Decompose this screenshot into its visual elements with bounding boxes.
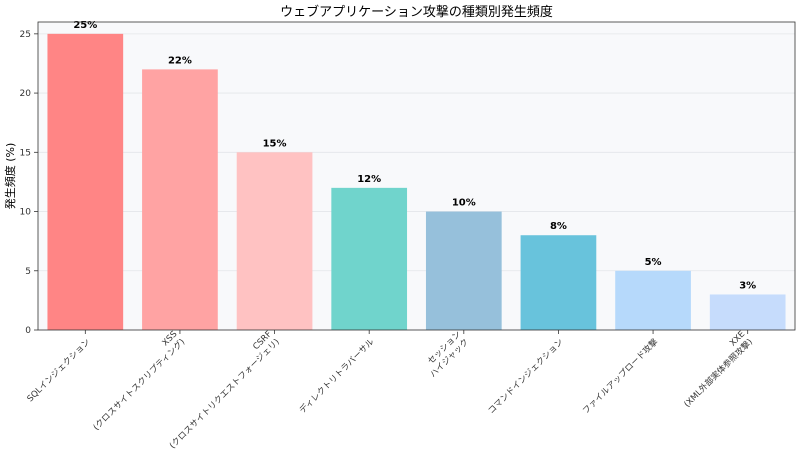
bar-value-label: 15% <box>263 138 287 149</box>
chart-title: ウェブアプリケーション攻撃の種類別発生頻度 <box>280 4 553 20</box>
y-tick-label: 25 <box>20 30 31 40</box>
bar <box>709 294 786 330</box>
plot-frame <box>37 21 796 331</box>
bar-value-labels: 25% 22% 15% 12% 10% 8% 5% 3% <box>73 20 756 292</box>
bar <box>142 69 218 330</box>
bar-value-label: 25% <box>73 20 97 31</box>
y-tick-label: 0 <box>25 326 31 336</box>
y-axis-label: 発生頻度 (%) <box>3 143 17 210</box>
bar <box>520 235 597 330</box>
bar <box>425 211 502 330</box>
bars <box>47 33 786 330</box>
bar <box>236 152 313 330</box>
bar-value-label: 8% <box>550 221 567 232</box>
y-tick-label: 15 <box>20 148 31 158</box>
bar-value-label: 12% <box>357 174 381 185</box>
y-axis: 0 5 10 15 20 25 <box>20 30 38 336</box>
bar-value-label: 5% <box>645 257 662 268</box>
bar <box>331 187 408 330</box>
y-tick-label: 20 <box>20 89 32 99</box>
bar-value-label: 3% <box>739 280 756 291</box>
y-tick-label: 10 <box>20 208 32 218</box>
bar-value-label: 10% <box>452 198 476 209</box>
y-tick-label: 5 <box>25 267 31 277</box>
bar <box>615 270 691 330</box>
bar <box>47 33 124 330</box>
bar-value-label: 22% <box>168 55 192 66</box>
